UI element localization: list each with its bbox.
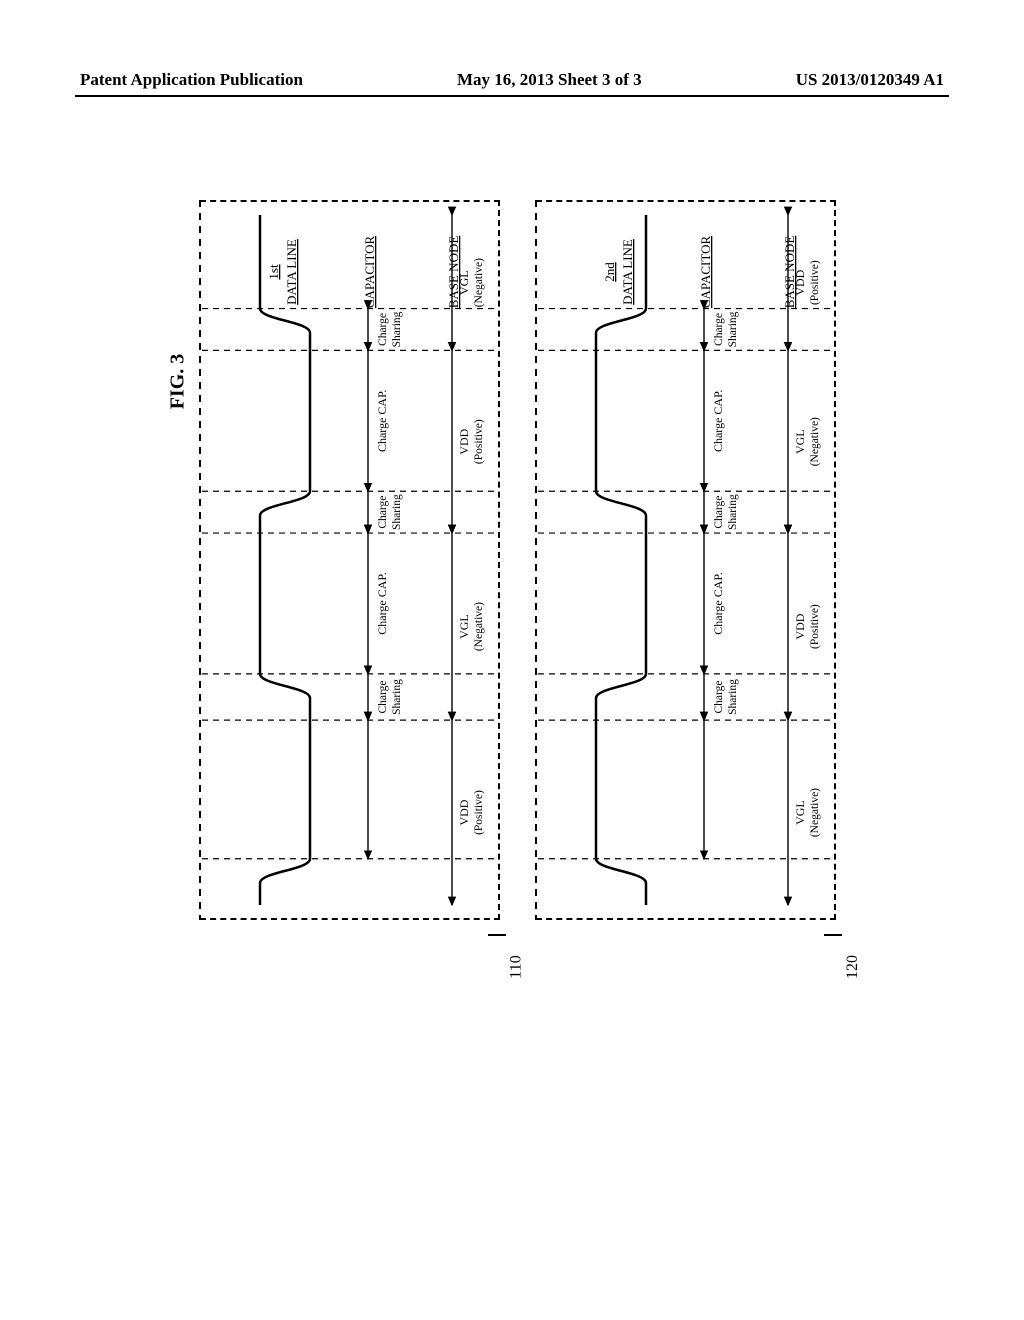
header-left: Patent Application Publication: [80, 70, 303, 90]
ref-120: 120: [844, 955, 862, 979]
header-center: May 16, 2013 Sheet 3 of 3: [457, 70, 642, 90]
figure-label: FIG. 3: [166, 354, 189, 410]
panel-120-leader: [824, 934, 842, 936]
panel-110: [200, 200, 500, 920]
panel-120: [536, 200, 836, 920]
header-rule: [75, 95, 949, 97]
panel-110-svg: 1stDATA LINECAPACITORBASE NODEChargeShar…: [0, 0, 1024, 1320]
page-header: Patent Application Publication May 16, 2…: [0, 70, 1024, 90]
panel-110-leader: [488, 934, 506, 936]
header-right: US 2013/0120349 A1: [796, 70, 944, 90]
ref-110: 110: [508, 955, 526, 978]
